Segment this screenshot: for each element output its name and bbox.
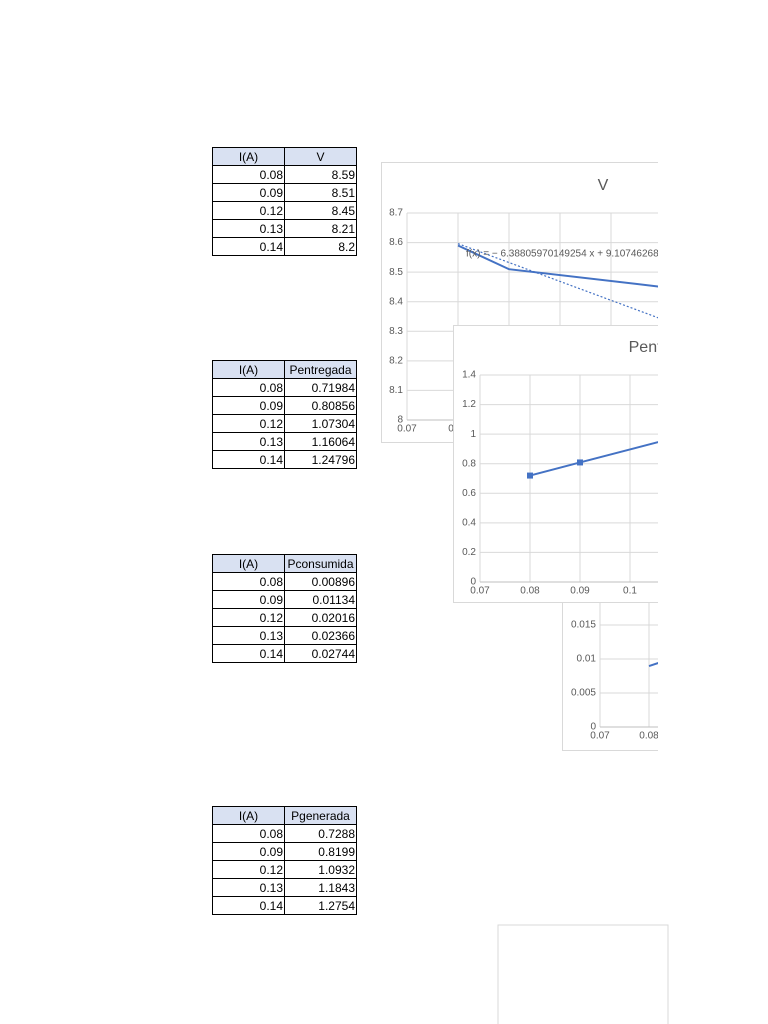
- chart-frame: [497, 924, 669, 1024]
- y-tick-label: 0.6: [462, 488, 476, 499]
- header-cell: I(A): [212, 806, 285, 825]
- x-tick-label: 0.09: [570, 586, 590, 597]
- y-tick-label: 8.4: [389, 296, 403, 307]
- data-line: [529, 441, 658, 477]
- x-tick-label: 0.07: [470, 586, 490, 597]
- chart: Pentregada 0 0.2 0.4 0.6 0.8 1 1.2 1.4 0.07 0.08 0.…: [453, 325, 733, 603]
- y-tick-label: 8.3: [389, 326, 403, 337]
- trendline-label: f(x) = − 6.38805970149254 x + 9.10746268: [466, 248, 659, 259]
- cell: 0.09: [212, 396, 285, 415]
- y-tick-label: 0: [590, 722, 596, 733]
- y-tick-label: 0.4: [462, 517, 476, 528]
- data-table: I(A) V 0.08 8.59 0.09 8.51 0.12 8.45 0.13 8.21 0.1…: [212, 147, 357, 256]
- data-marker: [527, 472, 533, 479]
- cell: 0.7288: [284, 824, 357, 843]
- y-tick-label: 8.1: [389, 385, 403, 396]
- y-tick-label: 1.4: [462, 370, 476, 381]
- y-tick-label: 8.2: [389, 355, 403, 366]
- header-cell: V: [284, 147, 357, 166]
- cell: 8.59: [284, 165, 357, 184]
- data-table: I(A) Pconsumida 0.08 0.00896 0.09 0.01134 0.12…: [212, 554, 357, 663]
- cell: 0.13: [212, 626, 285, 645]
- y-tick-label: 8: [397, 415, 403, 426]
- chart-title: Pentregada: [629, 339, 712, 356]
- cell: 0.02366: [284, 626, 357, 645]
- data-line: [648, 662, 658, 668]
- y-tick-label: 0.2: [462, 547, 476, 558]
- x-tick-label: 0.07: [397, 424, 417, 435]
- cell: 0.00896: [284, 572, 357, 591]
- cell: 0.02744: [284, 644, 357, 663]
- cell: 0.71984: [284, 378, 357, 397]
- data-marker: [727, 420, 733, 426]
- y-tick-label: 1.2: [462, 399, 476, 410]
- y-tick-label: 0.01: [577, 654, 597, 665]
- header-cell: Pentregada: [284, 360, 357, 379]
- data-line: [457, 244, 658, 288]
- header-cell: I(A): [212, 147, 285, 166]
- cell: 0.8199: [284, 842, 357, 861]
- y-tick-label: 0.015: [571, 620, 596, 631]
- cell: 0.13: [212, 432, 285, 451]
- x-tick-label: 0.07: [590, 731, 610, 742]
- cell: 0.01134: [284, 590, 357, 609]
- y-tick-label: 8.5: [389, 267, 403, 278]
- x-tick-label: 0.1: [623, 586, 637, 597]
- y-tick-label: 0: [470, 577, 476, 588]
- y-tick-label: 0.005: [571, 688, 596, 699]
- x-tick-label: 0.08: [639, 731, 659, 742]
- header-cell: Pconsumida: [284, 554, 357, 573]
- x-tick-label: 0.08: [520, 586, 540, 597]
- data-marker: [577, 459, 583, 466]
- y-tick-label: 8.6: [389, 237, 403, 248]
- cell: 1.1843: [284, 878, 357, 897]
- y-tick-label: 0.8: [462, 458, 476, 469]
- chart-title: V: [598, 177, 609, 194]
- cell: 8.2: [284, 237, 357, 256]
- y-tick-label: 1: [470, 429, 476, 440]
- cell: 0.14: [212, 644, 285, 663]
- data-table: I(A) Pgenerada 0.08 0.7288 0.09 0.8199 0.12 1.0…: [212, 806, 357, 915]
- cell: 0.14: [212, 450, 285, 469]
- cell: 1.2754: [284, 896, 357, 915]
- y-tick-label: 8.7: [389, 208, 403, 219]
- cell: 0.80856: [284, 396, 357, 415]
- cell: 8.45: [284, 201, 357, 220]
- data-table: I(A) Pentregada 0.08 0.71984 0.09 0.80856 0.12…: [212, 360, 357, 469]
- cell: 0.14: [212, 237, 285, 256]
- cell: 1.24796: [284, 450, 357, 469]
